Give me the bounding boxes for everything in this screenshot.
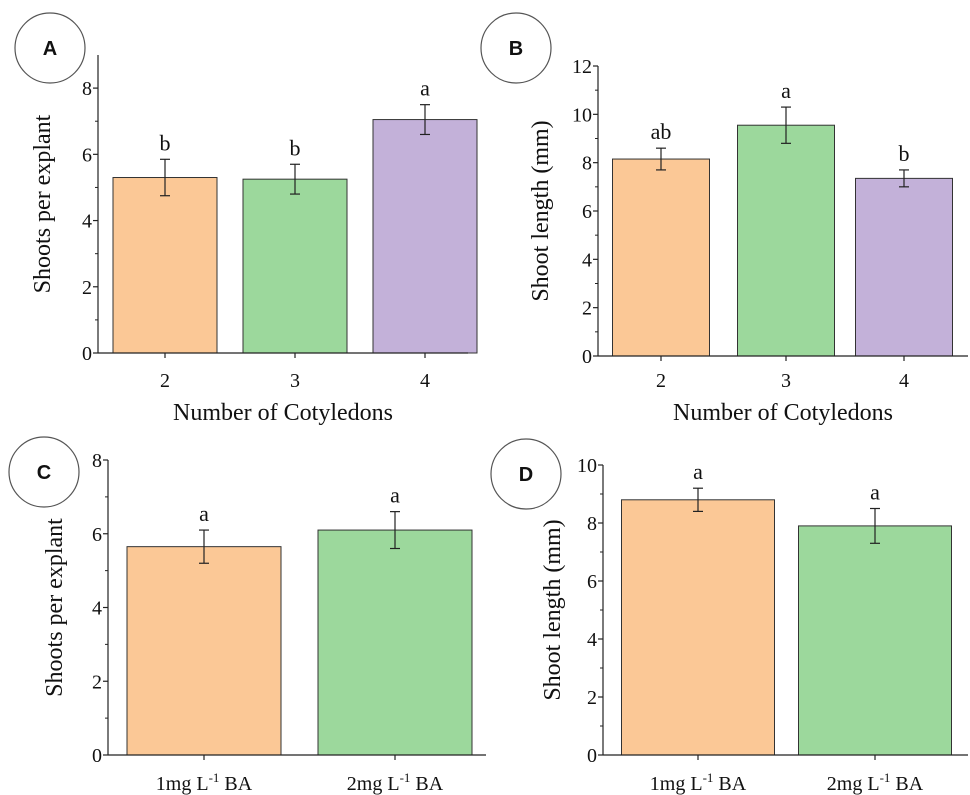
bar — [621, 499, 775, 756]
y-tick-label: 10 — [572, 104, 592, 126]
x-tick-label: 2mg L-1 BA — [827, 770, 924, 795]
significance-letter: b — [160, 130, 171, 155]
panel-label-circle — [480, 12, 552, 84]
bar — [612, 158, 710, 357]
y-tick-label: 8 — [82, 78, 92, 100]
significance-letter: a — [390, 483, 400, 508]
y-tick-label: 4 — [587, 629, 597, 651]
chart-panel-c: Ca a 0 2 4 6 8 1mg L-1 BA 2mg L-1 BA Shoots per e… — [8, 436, 486, 795]
significance-letter: a — [199, 501, 209, 526]
y-tick-label: 8 — [587, 513, 597, 535]
y-tick-label: 8 — [92, 450, 102, 472]
bar — [855, 177, 953, 357]
panel-label: A — [43, 38, 57, 60]
y-tick-label: 6 — [582, 201, 592, 223]
y-tick-label: 2 — [587, 687, 597, 709]
x-tick-label: 3 — [290, 370, 300, 392]
y-axis-label: Shoots per explant — [30, 114, 56, 293]
x-tick-label: 4 — [420, 370, 430, 392]
significance-letter: a — [870, 480, 880, 505]
y-tick-label: 6 — [587, 571, 597, 593]
y-axis-label: Shoot length (mm) — [540, 519, 566, 700]
panel-label: B — [509, 38, 523, 60]
y-tick-label: 12 — [572, 56, 592, 78]
panel-label-circle — [8, 436, 80, 508]
bar — [737, 124, 835, 357]
chart-panel-a: Ab b a 0 2 4 6 8 2 3 4 Number of Cotyledons Shoots p… — [14, 12, 478, 426]
y-tick-label: 2 — [82, 277, 92, 299]
y-tick-label: 0 — [92, 745, 102, 767]
x-axis-label: Number of Cotyledons — [173, 400, 393, 426]
y-tick-label: 0 — [82, 343, 92, 365]
bar — [317, 529, 473, 756]
significance-letter: b — [290, 135, 301, 160]
x-tick-label: 2mg L-1 BA — [347, 770, 444, 795]
significance-letter: a — [420, 76, 430, 101]
significance-letter: ab — [651, 119, 672, 144]
significance-letter: a — [781, 78, 791, 103]
panel-label: C — [37, 462, 51, 484]
x-tick-label: 2 — [160, 370, 170, 392]
y-axis-label: Shoot length (mm) — [528, 120, 554, 301]
x-tick-label: 3 — [781, 370, 791, 392]
significance-letter: b — [899, 141, 910, 166]
y-axis-label: Shoots per explant — [42, 518, 68, 697]
significance-letter: a — [693, 459, 703, 484]
panel-label-circle — [14, 12, 86, 84]
bar — [112, 177, 218, 354]
y-tick-label: 2 — [92, 671, 102, 693]
y-tick-label: 4 — [582, 249, 592, 271]
x-tick-label: 4 — [899, 370, 909, 392]
y-tick-label: 4 — [82, 211, 92, 233]
y-tick-label: 8 — [582, 153, 592, 175]
panel-label-circle — [490, 438, 562, 510]
x-tick-label: 1mg L-1 BA — [650, 770, 747, 795]
y-tick-label: 6 — [82, 144, 92, 166]
y-tick-label: 2 — [582, 298, 592, 320]
y-tick-label: 10 — [577, 455, 597, 477]
panel-label: D — [519, 464, 533, 486]
y-tick-label: 0 — [582, 346, 592, 368]
y-tick-label: 4 — [92, 598, 102, 620]
bar — [798, 525, 952, 756]
x-tick-label: 2 — [656, 370, 666, 392]
y-tick-label: 6 — [92, 524, 102, 546]
bar — [242, 178, 348, 354]
bar — [126, 546, 282, 756]
x-axis-label: Number of Cotyledons — [673, 400, 893, 426]
x-tick-label: 1mg L-1 BA — [156, 770, 253, 795]
bar — [372, 119, 478, 354]
y-tick-label: 0 — [587, 745, 597, 767]
